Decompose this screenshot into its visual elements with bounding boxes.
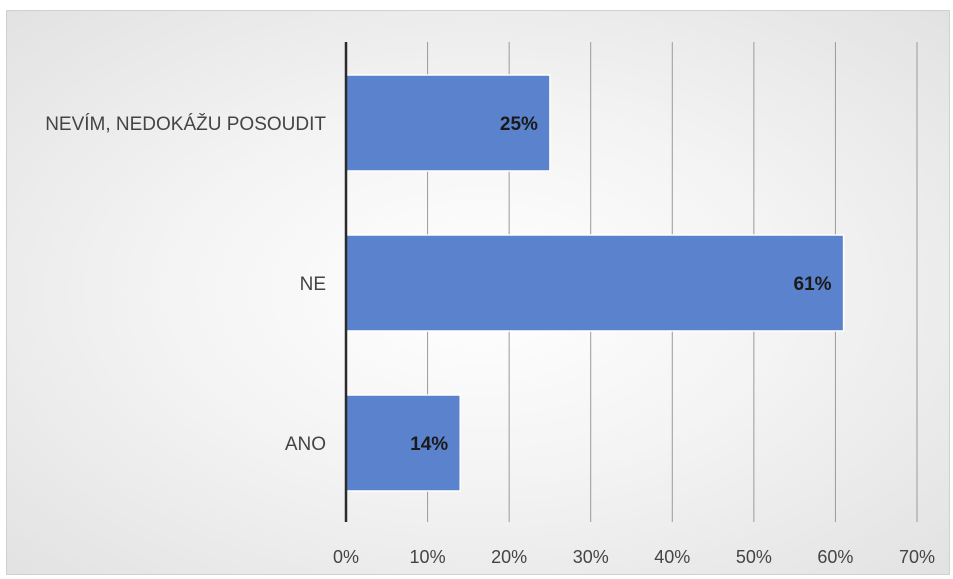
x-tick-label: 60% — [817, 547, 853, 567]
data-label: 14% — [410, 434, 448, 455]
x-tick-label: 10% — [410, 547, 446, 567]
bar — [345, 394, 461, 492]
x-tick-label: 70% — [899, 547, 935, 567]
x-tick-label: 30% — [573, 547, 609, 567]
x-tick-label: 0% — [333, 547, 359, 567]
bar — [345, 234, 845, 332]
category-label: NE — [300, 274, 326, 295]
x-tick-label: 20% — [491, 547, 527, 567]
data-label: 61% — [794, 274, 832, 295]
x-tick-label: 50% — [736, 547, 772, 567]
category-label: ANO — [285, 434, 326, 455]
category-label: NEVÍM, NEDOKÁŽU POSOUDIT — [45, 113, 326, 135]
bar — [345, 74, 551, 172]
data-label: 25% — [500, 114, 538, 135]
x-tick-label: 40% — [654, 547, 690, 567]
